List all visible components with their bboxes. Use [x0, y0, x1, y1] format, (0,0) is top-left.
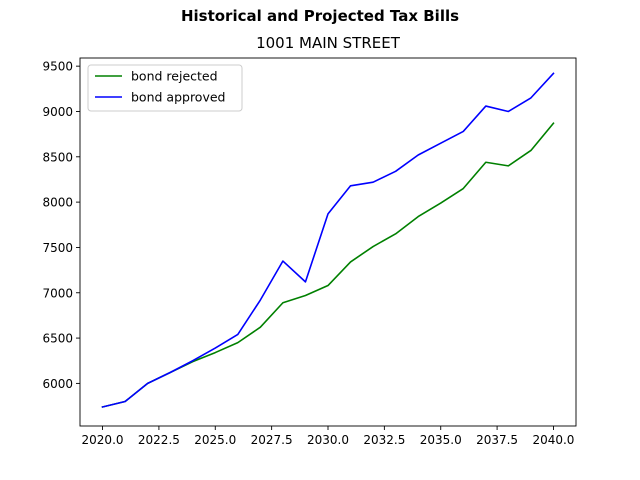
- y-tick-label: 6500: [42, 332, 73, 346]
- x-tick-label: 2040.0: [532, 433, 574, 447]
- series-line-bond-rejected: [101, 122, 555, 408]
- y-tick-label: 8000: [42, 196, 73, 210]
- x-tick-label: 2030.0: [307, 433, 349, 447]
- y-tick-label: 9000: [42, 105, 73, 119]
- y-tick-label: 7500: [42, 241, 73, 255]
- series-line-bond-approved: [101, 72, 555, 408]
- y-tick-label: 8500: [42, 150, 73, 164]
- y-tick-label: 6000: [42, 377, 73, 391]
- legend-label-bond-approved: bond approved: [131, 90, 225, 105]
- x-tick-label: 2025.0: [194, 433, 236, 447]
- plot-area: 2020.0 2022.5 2025.0 2027.5 2030.0 2032.5 2035…: [42, 57, 577, 447]
- figure-suptitle: Historical and Projected Tax Bills: [180, 7, 460, 25]
- x-tick-label: 2032.5: [363, 433, 405, 447]
- x-tick-label: 2027.5: [251, 433, 293, 447]
- x-tick-label: 2022.5: [138, 433, 180, 447]
- axes-frame: [79, 57, 577, 427]
- x-tick-label: 2020.0: [82, 433, 124, 447]
- chart-title: 1001 MAIN STREET: [256, 34, 400, 52]
- y-tick-label: 9500: [42, 60, 73, 74]
- legend: bond rejected bond approved: [87, 64, 243, 112]
- x-tick-label: 2037.5: [476, 433, 518, 447]
- legend-label-bond-rejected: bond rejected: [131, 69, 218, 84]
- x-tick-label: 2035.0: [420, 433, 462, 447]
- legend-box: [87, 64, 243, 112]
- y-tick-label: 7000: [42, 286, 73, 300]
